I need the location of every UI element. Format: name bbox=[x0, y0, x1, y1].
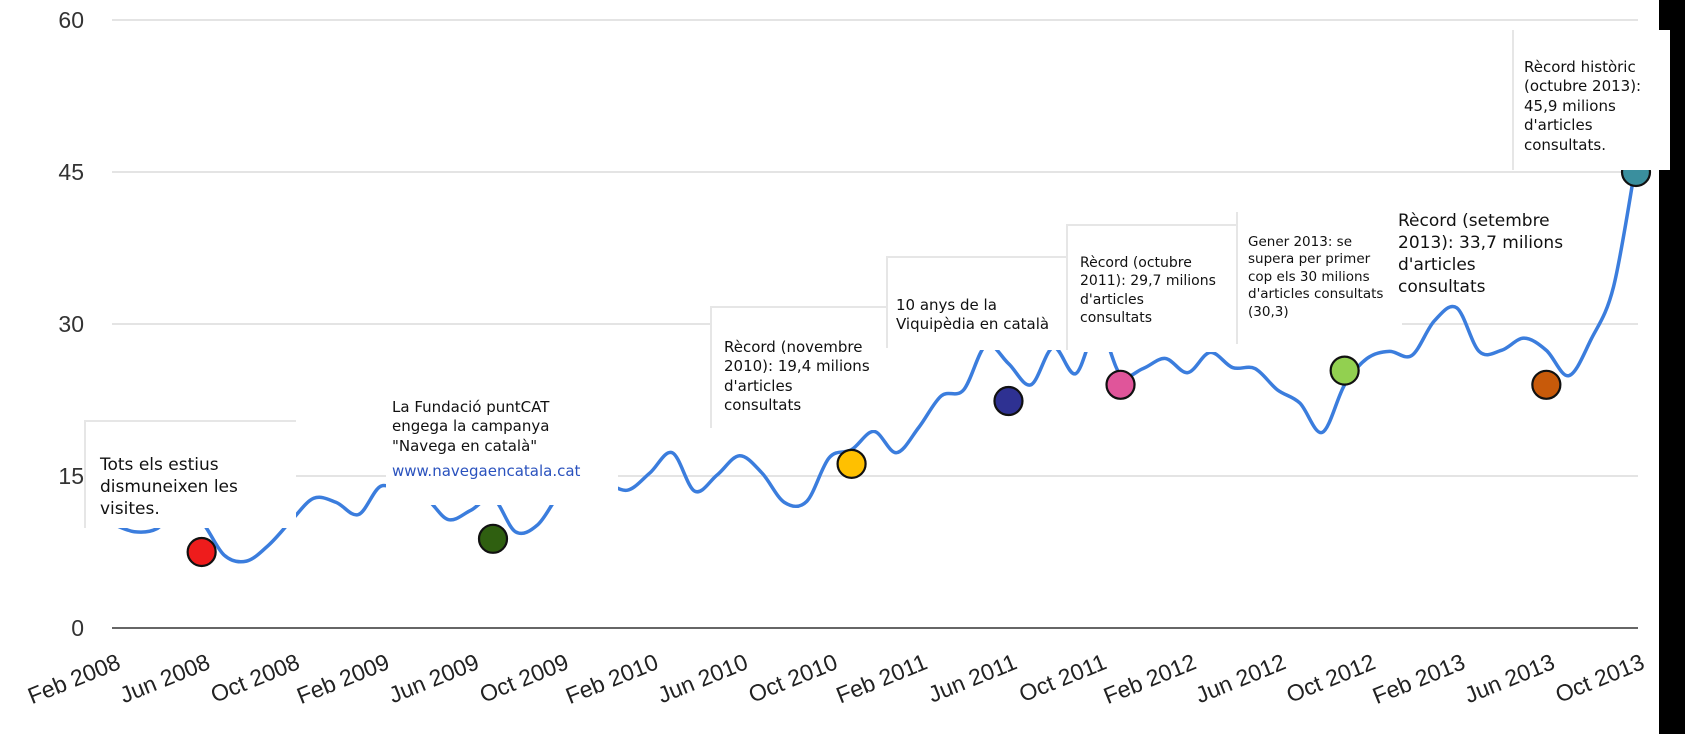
x-tick-label: Feb 2011 bbox=[832, 649, 930, 709]
event-marker[interactable] bbox=[1105, 369, 1136, 400]
annotation-summer-drop-text: Tots els estius dismuneixen les visites. bbox=[100, 455, 238, 520]
annotation-jan-2013: Gener 2013: se supera per primer cop els… bbox=[1236, 212, 1402, 344]
annotation-record-oct-2011-text: Rècord (octubre 2011): 29,7 milions d'ar… bbox=[1080, 255, 1216, 326]
x-tick-label: Jun 2012 bbox=[1192, 649, 1289, 709]
y-tick-label: 30 bbox=[58, 311, 84, 337]
x-tick-label: Oct 2008 bbox=[207, 649, 303, 708]
annotation-historic-record-text: Rècord històric (octubre 2013): 45,9 mil… bbox=[1524, 57, 1642, 154]
annotation-10-years-text: 10 anys de la Viquipèdia en català bbox=[896, 295, 1050, 334]
event-marker[interactable] bbox=[993, 385, 1024, 417]
series-layer bbox=[110, 161, 1638, 564]
x-tick-label: Jun 2013 bbox=[1461, 649, 1558, 709]
series-line-visits bbox=[110, 161, 1638, 564]
x-tick-label: Jun 2011 bbox=[924, 649, 1020, 708]
annotation-puntcat: La Fundació puntCAT engega la campanya "… bbox=[386, 374, 618, 505]
x-tick-label: Feb 2013 bbox=[1369, 649, 1469, 710]
x-tick-label: Feb 2008 bbox=[24, 649, 124, 710]
y-tick-label: 60 bbox=[58, 7, 84, 33]
x-tick-label: Oct 2011 bbox=[1015, 649, 1110, 707]
x-tick-label: Jun 2009 bbox=[385, 649, 482, 709]
y-axis-ticks: 0 15 30 45 60 bbox=[58, 7, 84, 641]
annotation-record-oct-2011: Rècord (octubre 2011): 29,7 milions d'ar… bbox=[1068, 226, 1246, 352]
event-marker[interactable] bbox=[1329, 355, 1360, 386]
annotation-record-sep-2013: Rècord (setembre 2013): 33,7 milions d'a… bbox=[1392, 184, 1604, 303]
y-tick-label: 0 bbox=[71, 615, 84, 641]
x-tick-label: Jun 2008 bbox=[116, 649, 213, 709]
x-tick-label: Oct 2010 bbox=[745, 649, 841, 708]
x-tick-label: Feb 2010 bbox=[562, 649, 662, 710]
x-tick-label: Oct 2013 bbox=[1552, 649, 1648, 708]
y-tick-label: 45 bbox=[58, 159, 84, 185]
x-tick-label: Oct 2009 bbox=[476, 649, 572, 708]
annotation-historic-record: Rècord històric (octubre 2013): 45,9 mil… bbox=[1512, 30, 1670, 170]
y-tick-label: 15 bbox=[58, 463, 84, 489]
x-tick-label: Feb 2012 bbox=[1100, 649, 1200, 710]
annotation-record-nov-2010-text: Rècord (novembre 2010): 19,4 milions d'a… bbox=[724, 337, 870, 415]
annotation-10-years: 10 anys de la Viquipèdia en català bbox=[888, 258, 1072, 350]
event-marker[interactable] bbox=[186, 536, 217, 568]
annotation-record-nov-2010: Rècord (novembre 2010): 19,4 milions d'a… bbox=[712, 308, 904, 430]
event-marker[interactable] bbox=[1531, 369, 1562, 400]
annotation-jan-2013-text: Gener 2013: se supera per primer cop els… bbox=[1248, 233, 1384, 320]
annotation-puntcat-text: La Fundació puntCAT engega la campanya "… bbox=[392, 397, 550, 455]
annotation-record-sep-2013-text: Rècord (setembre 2013): 33,7 milions d'a… bbox=[1398, 211, 1564, 298]
event-marker[interactable] bbox=[836, 448, 867, 479]
event-marker[interactable] bbox=[477, 523, 509, 554]
navegaencatala-link[interactable]: www.navegaencatala.cat bbox=[392, 462, 581, 480]
x-tick-label: Feb 2009 bbox=[293, 649, 393, 710]
x-tick-label: Jun 2010 bbox=[654, 649, 751, 709]
x-tick-label: Oct 2012 bbox=[1283, 649, 1379, 708]
annotation-summer-drop: Tots els estius dismuneixen les visites. bbox=[84, 420, 296, 529]
